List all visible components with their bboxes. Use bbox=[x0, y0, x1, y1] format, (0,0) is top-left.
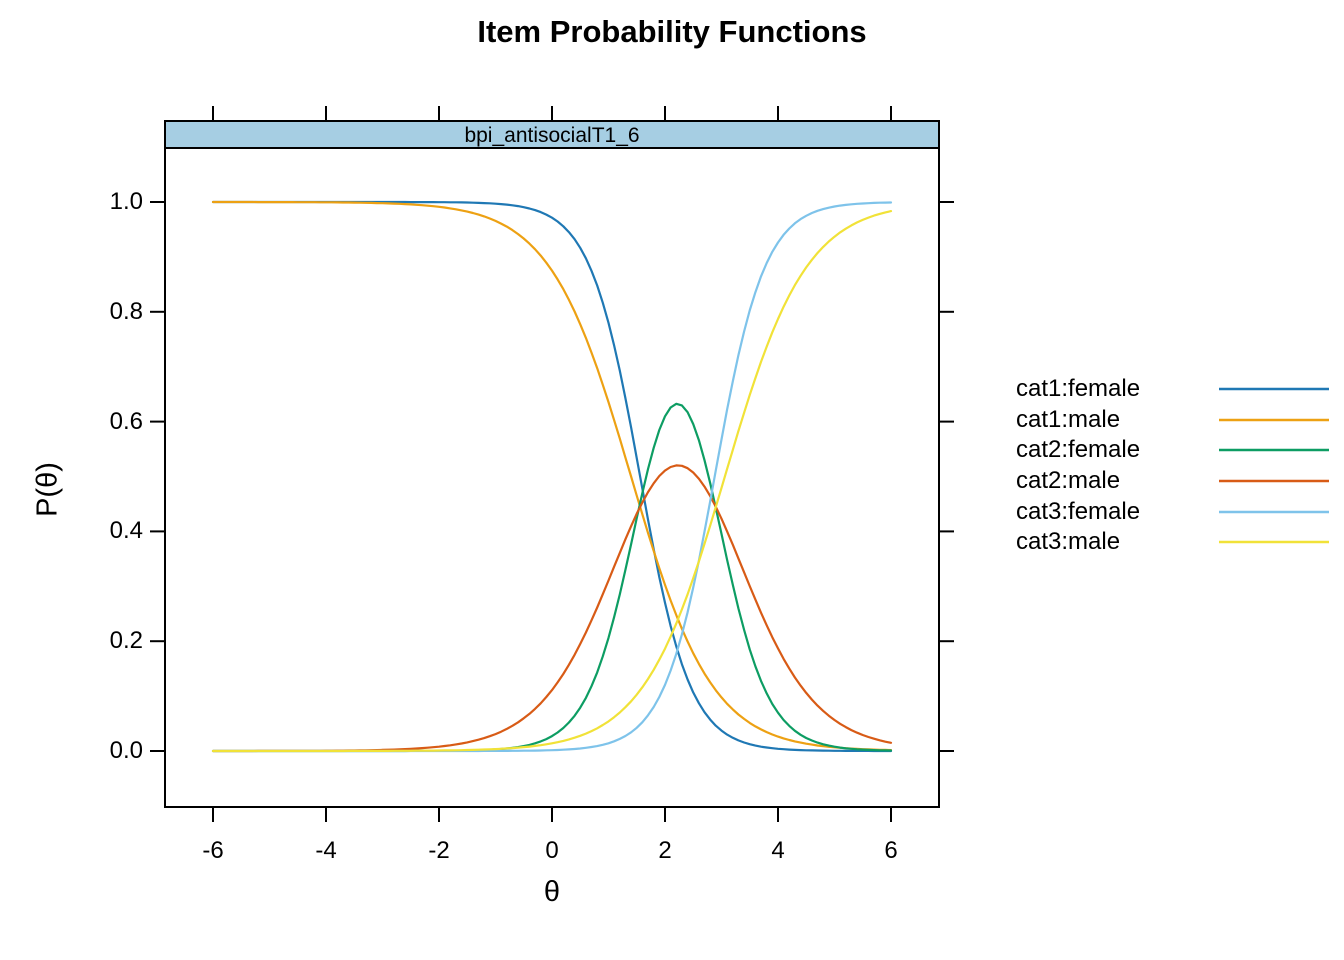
y-tick-label: 0.8 bbox=[109, 297, 143, 325]
legend-line-sample bbox=[1219, 388, 1329, 391]
x-axis-label: θ bbox=[543, 876, 561, 908]
curve-cat2-male bbox=[211, 464, 893, 753]
legend-entry: cat3:male bbox=[1016, 527, 1329, 558]
x-tick-label: -2 bbox=[428, 837, 450, 864]
panel-strip bbox=[164, 120, 940, 149]
y-tick-label: 0.6 bbox=[109, 407, 143, 435]
legend-line-sample bbox=[1219, 418, 1329, 422]
legend-line-sample bbox=[1219, 479, 1329, 483]
legend-entry: cat1:female bbox=[1016, 374, 1329, 405]
legend-entry: cat2:male bbox=[1016, 466, 1329, 497]
legend-label: cat2:female bbox=[1016, 436, 1141, 464]
legend-label: cat3:female bbox=[1016, 497, 1141, 525]
y-axis-label: P(θ) bbox=[31, 462, 64, 517]
y-tick-label: 1.0 bbox=[109, 188, 143, 215]
curve-cat3-male bbox=[211, 210, 893, 753]
legend-entry: cat1:male bbox=[1016, 405, 1329, 436]
curve-cat1-male bbox=[211, 200, 893, 752]
legend-label: cat1:female bbox=[1016, 375, 1141, 403]
y-tick-label: 0.2 bbox=[109, 627, 143, 655]
legend-line-sample bbox=[1219, 541, 1329, 544]
y-tick-label: 0.4 bbox=[109, 517, 143, 545]
x-tick-label: 2 bbox=[658, 837, 672, 864]
legend-line-sample bbox=[1219, 449, 1329, 452]
legend-label: cat1:male bbox=[1016, 405, 1121, 433]
x-tick-label: 0 bbox=[545, 837, 559, 864]
legend-label: cat2:male bbox=[1016, 467, 1121, 495]
chart-title: Item Probability Functions bbox=[477, 14, 867, 49]
legend-line-sample bbox=[1219, 510, 1329, 513]
legend-entry: cat2:female bbox=[1016, 435, 1329, 466]
legend-label: cat3:male bbox=[1016, 528, 1121, 556]
x-tick-label: -6 bbox=[202, 837, 224, 864]
x-tick-label: 4 bbox=[771, 837, 785, 864]
legend-entry: cat3:female bbox=[1016, 496, 1329, 527]
legend: cat1:female cat1:male cat2:female cat2:male… bbox=[1016, 374, 1329, 558]
x-tick-label: -4 bbox=[315, 837, 337, 864]
panel-strip-label: bpi_antisocialT1_6 bbox=[464, 124, 640, 147]
y-tick-label: 0.0 bbox=[109, 737, 143, 764]
curve-cat2-female bbox=[211, 402, 893, 753]
x-tick-label: 6 bbox=[884, 837, 898, 864]
